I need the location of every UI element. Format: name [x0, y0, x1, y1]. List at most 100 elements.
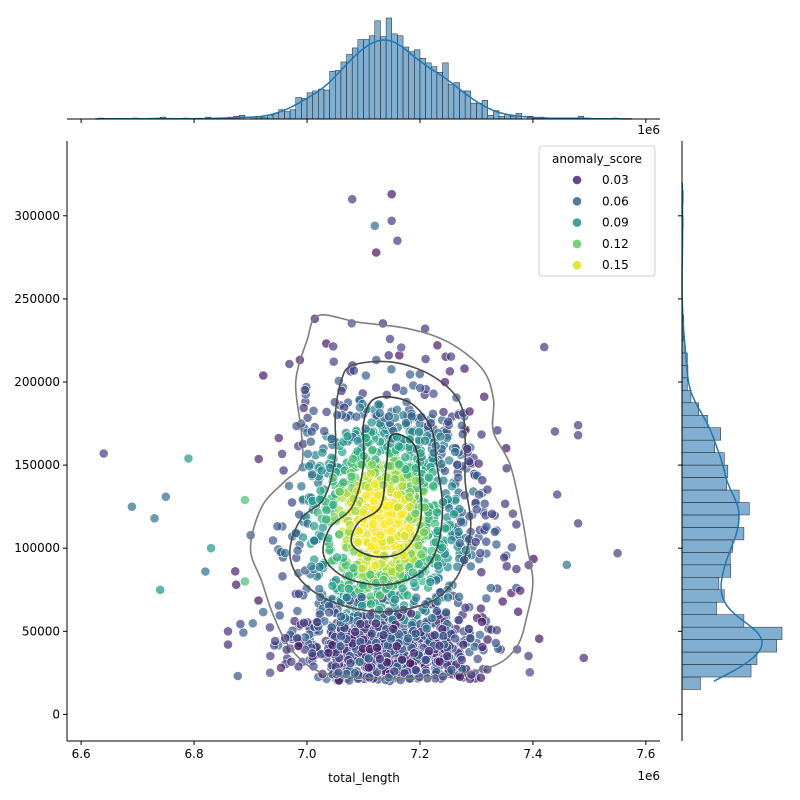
scatter-point: [394, 459, 404, 470]
marginal-x-bar: [368, 35, 376, 120]
scatter-point: [265, 651, 276, 661]
scatter-point: [268, 535, 278, 546]
marginal-x-bar: [442, 62, 449, 120]
scatter-point: [377, 318, 388, 329]
scatter-point: [446, 664, 457, 675]
scatter-point: [321, 505, 332, 515]
scatter-point: [336, 611, 346, 622]
scatter-point: [298, 403, 309, 413]
scatter-point: [573, 518, 583, 529]
scatter-point: [465, 633, 476, 644]
scatter-point: [422, 673, 433, 684]
scatter-point: [375, 653, 385, 664]
marginal-x-bar: [323, 89, 330, 120]
scatter-point: [404, 502, 415, 512]
scatter-point: [420, 435, 430, 446]
scatter-point: [441, 607, 451, 618]
scatter-point: [459, 363, 470, 374]
scatter-point: [491, 625, 502, 636]
scatter-point: [383, 411, 394, 422]
scatter-point: [328, 499, 339, 510]
scatter-point: [523, 651, 534, 661]
marginal-y-histogram: [678, 141, 783, 741]
x-tick-label: 7.2: [410, 747, 429, 761]
scatter-point: [508, 508, 518, 519]
scatter-point: [402, 590, 413, 601]
scatter-point: [477, 642, 488, 652]
marginal-y-bar: [681, 477, 727, 491]
scatter-point: [415, 383, 426, 393]
scatter-point: [371, 618, 381, 629]
scatter-point: [450, 633, 460, 644]
scatter-point: [353, 537, 364, 548]
scatter-point: [392, 489, 403, 500]
marginal-x-bar: [385, 17, 392, 120]
scatter-point: [438, 407, 449, 417]
scatter-point: [354, 656, 365, 667]
marginal-y-bar: [681, 377, 688, 391]
scatter-point: [304, 461, 315, 471]
scatter-point: [410, 508, 421, 519]
scatter-point: [365, 599, 376, 609]
legend-label: 0.12: [602, 237, 629, 251]
scatter-point: [149, 513, 160, 524]
x-tick-label: 6.8: [185, 747, 204, 761]
scatter-point: [410, 665, 421, 675]
scatter-point: [428, 447, 439, 458]
scatter-point: [309, 521, 320, 531]
marginal-y-bar: [681, 390, 692, 404]
scatter-point: [400, 452, 411, 463]
scatter-point: [287, 497, 297, 508]
scatter-point: [612, 548, 623, 559]
scatter-point: [432, 340, 443, 351]
marginal-y-bar: [681, 439, 715, 453]
scatter-point: [475, 603, 486, 614]
y-tick-label: 100000: [14, 541, 60, 555]
scatter-point: [371, 247, 382, 258]
scatter-point: [347, 194, 358, 205]
scatter-point: [388, 624, 399, 634]
scatter-point: [452, 459, 463, 470]
scatter-point: [307, 648, 318, 659]
scatter-point: [463, 624, 474, 634]
scatter-point: [460, 602, 471, 613]
scatter-point: [482, 484, 493, 495]
scatter-point: [356, 459, 367, 470]
scatter-point: [232, 671, 243, 681]
scatter-point: [284, 480, 294, 491]
scatter-point: [456, 516, 466, 527]
scatter-point: [306, 561, 317, 572]
axes: 6.6 6.8 7.0 7.2 7.4 7.6 0 50000 100000 150000 2000…: [14, 141, 660, 761]
scatter-point: [434, 640, 445, 651]
scatter-point: [379, 550, 389, 561]
scatter-point: [385, 484, 396, 494]
scatter-point: [293, 641, 304, 651]
marginal-x-bar: [289, 109, 296, 120]
scatter-point: [408, 577, 419, 588]
scatter-point: [386, 189, 397, 200]
scatter-point: [429, 630, 440, 641]
legend-frame: [538, 145, 656, 277]
scatter-point: [326, 622, 337, 633]
scatter-point: [397, 654, 407, 665]
scatter-point: [389, 666, 400, 677]
y-tick-label: 250000: [14, 292, 60, 306]
scatter-point: [206, 543, 216, 554]
scatter-point: [286, 656, 297, 667]
scatter-point: [273, 433, 284, 443]
scatter-point: [464, 406, 475, 417]
scatter-point: [561, 559, 572, 570]
scatter-point: [317, 447, 328, 458]
marginal-y-bar: [681, 614, 745, 628]
scatter-point: [475, 672, 486, 683]
scatter-point: [403, 633, 413, 644]
kde-contour-2: [289, 360, 472, 613]
scatter-point: [272, 521, 283, 532]
scatter-point: [421, 623, 432, 634]
legend-title: anomaly_score: [552, 152, 642, 166]
legend-label: 0.03: [602, 173, 629, 187]
scatter-point: [447, 481, 457, 492]
scatter-point: [458, 639, 469, 650]
scatter-point: [346, 471, 357, 482]
